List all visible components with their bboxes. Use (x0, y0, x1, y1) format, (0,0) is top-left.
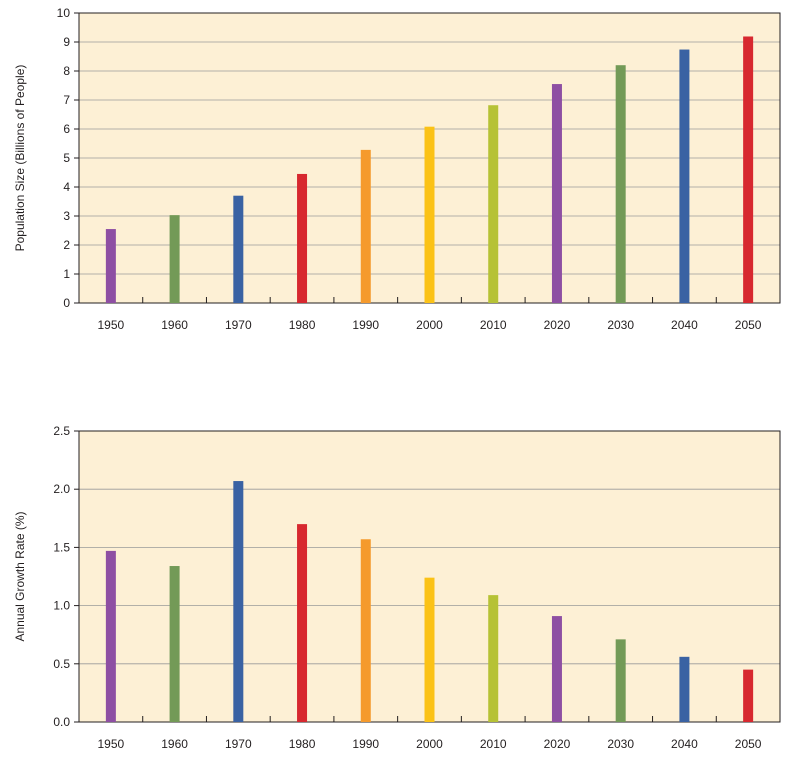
bar-1950 (105, 550, 116, 722)
bar-2020 (551, 84, 562, 303)
y-tick-label: 7 (63, 93, 70, 107)
bar-1980 (297, 524, 308, 722)
y-tick-label: 0.0 (53, 715, 70, 729)
x-tick-label: 1990 (352, 737, 379, 751)
bar-2000 (424, 577, 435, 722)
y-tick-label: 8 (63, 64, 70, 78)
x-tick-label: 2030 (607, 737, 634, 751)
y-axis-title: Population Size (Billions of People) (13, 65, 27, 252)
y-tick-label: 1.5 (53, 540, 70, 554)
x-tick-label: 2030 (607, 318, 634, 332)
bar-2030 (615, 65, 626, 303)
x-tick-label: 2010 (480, 737, 507, 751)
x-tick-label: 2040 (671, 318, 698, 332)
x-tick-label: 1950 (98, 737, 125, 751)
x-tick-label: 1990 (352, 318, 379, 332)
x-tick-label: 1970 (225, 737, 252, 751)
x-tick-label: 1960 (161, 318, 188, 332)
bar-2030 (615, 639, 626, 722)
x-tick-label: 1960 (161, 737, 188, 751)
x-tick-label: 2000 (416, 737, 443, 751)
bar-1950 (105, 229, 116, 303)
bar-1990 (360, 539, 371, 722)
y-tick-label: 9 (63, 35, 70, 49)
y-tick-label: 1.0 (53, 599, 70, 613)
bar-2050 (743, 36, 754, 304)
bar-1990 (360, 149, 371, 303)
y-tick-label: 3 (63, 209, 70, 223)
x-tick-label: 2010 (480, 318, 507, 332)
bar-2040 (679, 656, 690, 722)
x-tick-label: 2020 (544, 318, 571, 332)
x-tick-label: 2020 (544, 737, 571, 751)
x-tick-label: 1950 (98, 318, 125, 332)
bar-2010 (488, 105, 499, 303)
x-tick-label: 1970 (225, 318, 252, 332)
x-tick-label: 2000 (416, 318, 443, 332)
y-tick-label: 4 (63, 180, 70, 194)
bar-2040 (679, 49, 690, 303)
bar-1970 (233, 195, 244, 303)
y-tick-label: 2.0 (53, 482, 70, 496)
bar-1960 (169, 215, 180, 303)
y-tick-label: 0 (63, 296, 70, 310)
x-tick-label: 1980 (289, 318, 316, 332)
y-tick-label: 10 (57, 6, 71, 20)
bar-2010 (488, 595, 499, 722)
y-tick-label: 5 (63, 151, 70, 165)
x-tick-label: 2050 (735, 737, 762, 751)
bar-2000 (424, 126, 435, 304)
population-chart: 0 1 2 3 4 5 6 7 8 9 10 1950 1960 1970 1980 1990 2000 2010… (13, 6, 781, 332)
bar-1970 (233, 481, 244, 722)
y-axis-title: Annual Growth Rate (%) (13, 511, 27, 641)
bar-2020 (551, 616, 562, 722)
x-tick-label: 2050 (735, 318, 762, 332)
x-tick-label: 2040 (671, 737, 698, 751)
y-tick-label: 2.5 (53, 424, 70, 438)
bar-1980 (297, 173, 308, 303)
bar-2050 (743, 669, 754, 722)
x-tick-label: 1980 (289, 737, 316, 751)
y-tick-label: 6 (63, 122, 70, 136)
y-tick-label: 0.5 (53, 657, 70, 671)
y-tick-label: 2 (63, 238, 70, 252)
bar-1960 (169, 566, 180, 722)
y-tick-label: 1 (63, 267, 70, 281)
